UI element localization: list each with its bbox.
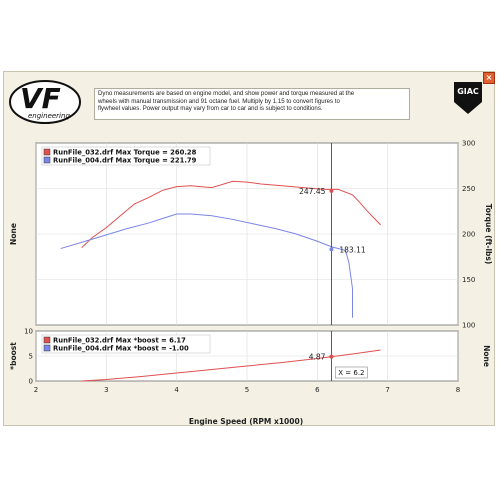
y-axis-label-right: None [482, 345, 491, 367]
x-tick-label: 7 [385, 386, 389, 394]
y-tick-label: 100 [462, 322, 475, 330]
y-tick-label: 10 [24, 328, 33, 336]
x-axis-label: Engine Speed (RPM x1000) [189, 417, 303, 426]
annotation-marker [329, 188, 334, 193]
cursor-label-box [335, 366, 368, 379]
x-tick-label: 8 [456, 386, 460, 394]
logo-subtext: engineering [28, 112, 70, 120]
y-axis-label-left: None [9, 223, 18, 245]
y-tick-label: 250 [462, 185, 475, 193]
y-tick-label: 5 [29, 353, 33, 361]
series-line-RunFile_032.drf [81, 180, 381, 249]
legend-entry: RunFile_004.drf Max *boost = -1.00 [53, 345, 189, 353]
annotation-label: 183.11 [339, 245, 365, 254]
giac-logo-text: GIAC [457, 87, 479, 96]
cursor-label: X = 6.2 [338, 369, 364, 377]
annotation-marker [329, 247, 334, 252]
logo-text: VF [20, 82, 61, 115]
x-tick-label: 4 [174, 386, 179, 394]
giac-logo: GIAC [454, 82, 482, 114]
annotation-marker [329, 354, 334, 359]
x-tick-label: 6 [315, 386, 320, 394]
y-axis-label-right: Torque (ft-lbs) [484, 204, 493, 265]
chart-panel-2: 0 5 10 4.87 RunFile_032.drf Max *boost = 6.1… [9, 328, 491, 386]
y-axis-label-left: *boost [9, 342, 18, 370]
x-tick-label: 2 [34, 386, 38, 394]
x-tick-label: 3 [104, 386, 108, 394]
annotation-label: 4.87 [309, 353, 326, 362]
legend-entry: RunFile_032.drf Max *boost = 6.17 [53, 337, 186, 345]
legend-swatch [43, 336, 51, 344]
vf-engineering-logo: VF engineering [9, 80, 81, 124]
legend-swatch [43, 156, 51, 164]
legend-swatch [43, 148, 51, 156]
y-tick-label: 300 [462, 140, 475, 148]
legend-box [41, 334, 211, 354]
series-line-RunFile_004.drf [60, 213, 353, 318]
annotation-label: 247.45 [299, 187, 325, 196]
x-tick-label: 5 [245, 386, 249, 394]
series-line-RunFile_032.drf [81, 349, 381, 382]
legend-entry: RunFile_032.drf Max Torque = 260.28 [53, 149, 197, 157]
legend-box [41, 146, 211, 166]
y-tick-label: 0 [29, 378, 33, 386]
disclaimer-text: Dyno measurements are based on engine mo… [94, 88, 410, 120]
legend-entry: RunFile_004.drf Max Torque = 221.79 [53, 157, 197, 165]
y-tick-label: 200 [462, 231, 475, 239]
close-icon[interactable]: × [483, 72, 495, 84]
y-tick-label: 150 [462, 276, 475, 284]
legend-swatch [43, 344, 51, 352]
chart-panel-1: 100 150 200 250 300 247.45 183.11 RunFile_032.d… [9, 140, 493, 330]
